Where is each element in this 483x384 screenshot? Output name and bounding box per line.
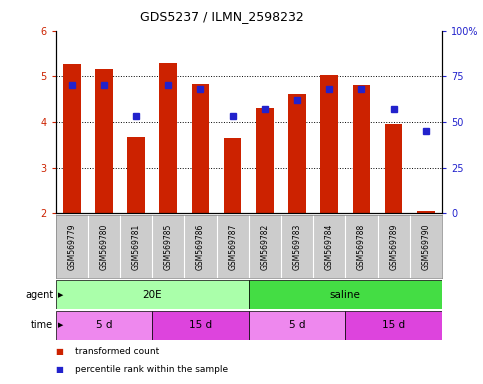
Bar: [56, 311, 152, 340]
Bar: [63, 64, 81, 213]
Text: 15 d: 15 d: [382, 320, 405, 331]
Text: GSM569785: GSM569785: [164, 223, 173, 270]
Text: 5 d: 5 d: [289, 320, 305, 331]
Text: transformed count: transformed count: [75, 347, 159, 356]
Text: ▶: ▶: [58, 323, 63, 328]
Bar: [152, 311, 249, 340]
Text: GSM569781: GSM569781: [131, 223, 141, 270]
Bar: [159, 63, 177, 213]
Bar: [224, 138, 242, 213]
Text: 5 d: 5 d: [96, 320, 112, 331]
Text: saline: saline: [330, 290, 361, 300]
Bar: [353, 86, 370, 213]
Text: ■: ■: [56, 347, 63, 356]
Bar: [385, 124, 402, 213]
Bar: [192, 84, 209, 213]
Text: time: time: [31, 320, 53, 331]
Text: GSM569789: GSM569789: [389, 223, 398, 270]
Bar: [288, 94, 306, 213]
Bar: [95, 69, 113, 213]
Bar: [127, 137, 145, 213]
Bar: [249, 311, 345, 340]
Text: GSM569784: GSM569784: [325, 223, 334, 270]
Text: GSM569783: GSM569783: [293, 223, 301, 270]
Text: GSM569788: GSM569788: [357, 223, 366, 270]
Bar: [56, 280, 249, 309]
Text: percentile rank within the sample: percentile rank within the sample: [75, 365, 228, 374]
Text: GSM569779: GSM569779: [67, 223, 76, 270]
Text: ▶: ▶: [58, 292, 63, 298]
Text: 15 d: 15 d: [189, 320, 212, 331]
Text: GSM569790: GSM569790: [421, 223, 430, 270]
Text: ■: ■: [56, 365, 63, 374]
Text: GDS5237 / ILMN_2598232: GDS5237 / ILMN_2598232: [140, 10, 304, 23]
Bar: [320, 75, 338, 213]
Bar: [256, 108, 274, 213]
Bar: [417, 211, 435, 213]
Bar: [345, 311, 442, 340]
Text: agent: agent: [25, 290, 53, 300]
Text: GSM569780: GSM569780: [99, 223, 108, 270]
Bar: [249, 280, 442, 309]
Text: GSM569782: GSM569782: [260, 223, 270, 270]
Text: GSM569787: GSM569787: [228, 223, 237, 270]
Text: GSM569786: GSM569786: [196, 223, 205, 270]
Text: 20E: 20E: [142, 290, 162, 300]
